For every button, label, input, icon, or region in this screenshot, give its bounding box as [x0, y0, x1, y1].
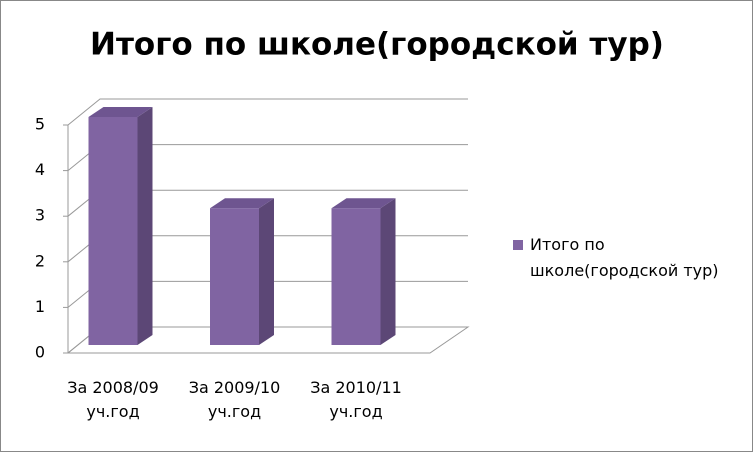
y-tick-label: 4: [35, 160, 45, 179]
bar: [88, 117, 138, 345]
legend-label: Итого по школе(городской тур): [530, 235, 719, 280]
x-tick-label: За 2010/11 уч.год: [310, 378, 402, 421]
bar-top: [210, 198, 274, 209]
chart-title: Итого по школе(городской тур): [90, 27, 664, 63]
y-tick-label: 2: [35, 251, 45, 270]
bar-side: [259, 198, 274, 345]
x-tick-label: За 2008/09 уч.год: [67, 378, 159, 421]
x-tick-label: За 2009/10 уч.год: [188, 378, 281, 421]
y-tick-label: 3: [35, 206, 45, 225]
y-tick-label: 0: [35, 343, 45, 362]
legend-swatch: [513, 240, 523, 250]
bar: [331, 208, 381, 345]
grid-line: [67, 98, 468, 126]
bar-side: [380, 198, 396, 345]
bar: [210, 208, 259, 345]
bar-top: [331, 198, 396, 209]
y-tick-label: 5: [35, 115, 45, 134]
bar-top: [88, 107, 153, 117]
y-tick-label: 1: [35, 297, 45, 316]
bar-side: [137, 107, 153, 345]
